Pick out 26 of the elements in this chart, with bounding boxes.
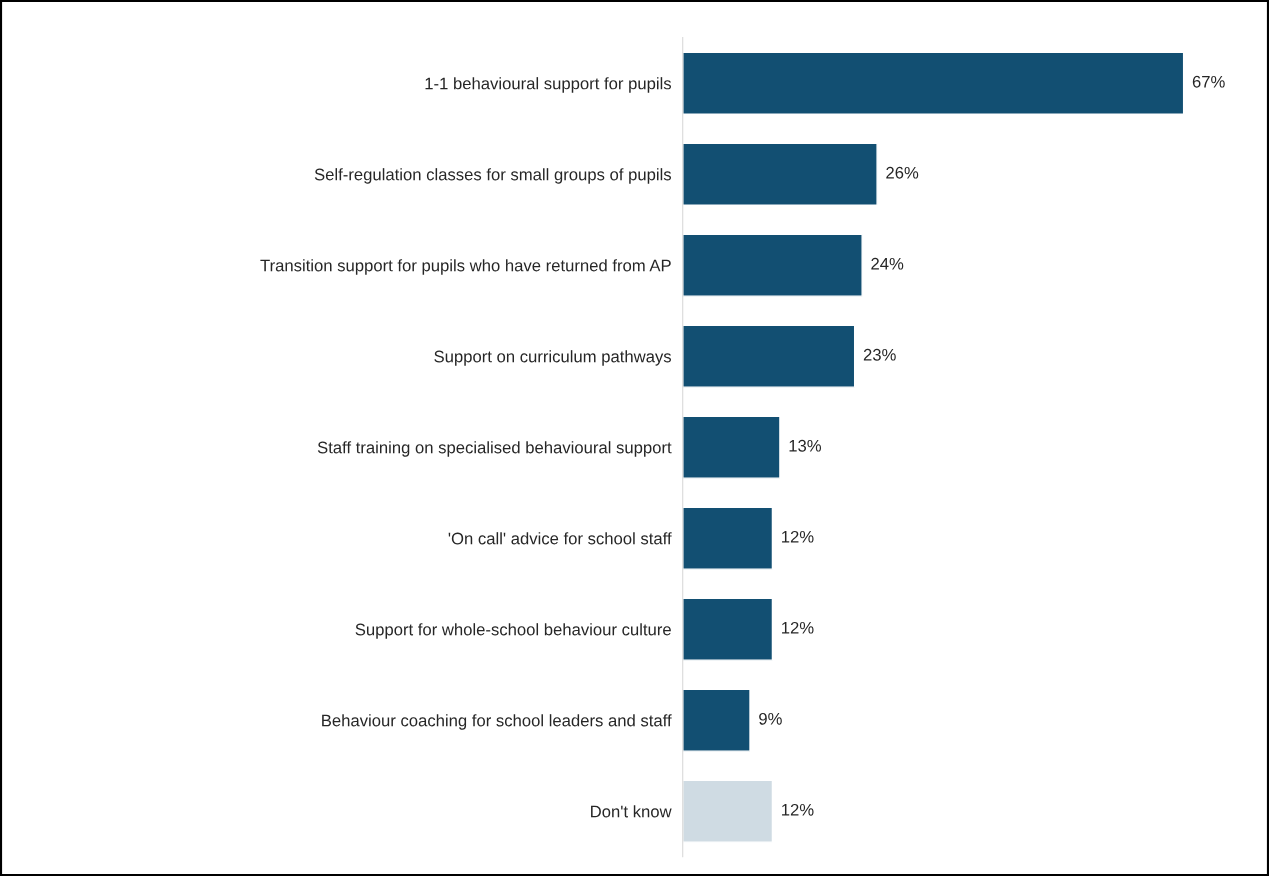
bar xyxy=(682,415,781,479)
y-tick-label: Transition support for pupils who have returned from AP xyxy=(260,259,671,275)
bar xyxy=(682,233,863,297)
data-label: 12% xyxy=(782,621,814,634)
y-tick-label: Behaviour coaching for school leaders and staff xyxy=(322,714,672,730)
y-tick-label: 1-1 behavioural support for pupils xyxy=(425,77,672,93)
bar xyxy=(682,688,751,752)
y-tick-label: 'On call' advice for school staff xyxy=(448,532,672,545)
data-label: 13% xyxy=(789,439,822,452)
bar xyxy=(682,142,878,206)
data-label: 23% xyxy=(863,348,896,361)
data-label: 12% xyxy=(782,803,814,816)
y-tick-label: Support for whole-school behaviour culture xyxy=(355,623,671,639)
data-label: 26% xyxy=(886,166,919,179)
bar xyxy=(682,506,774,570)
y-tick-label: Self-regulation classes for small groups of pupils xyxy=(314,168,672,184)
y-tick-label: Support on curriculum pathways xyxy=(434,350,672,366)
data-label: 12% xyxy=(782,530,814,543)
data-label: 67% xyxy=(1192,75,1225,88)
bar xyxy=(682,597,774,661)
bar xyxy=(682,324,856,388)
data-label: 9% xyxy=(759,712,782,725)
y-tick-label: Don't know xyxy=(591,805,672,818)
data-label: 24% xyxy=(871,257,904,270)
y-tick-label: Staff training on specialised behavioural support xyxy=(317,441,672,457)
bar xyxy=(682,51,1185,115)
